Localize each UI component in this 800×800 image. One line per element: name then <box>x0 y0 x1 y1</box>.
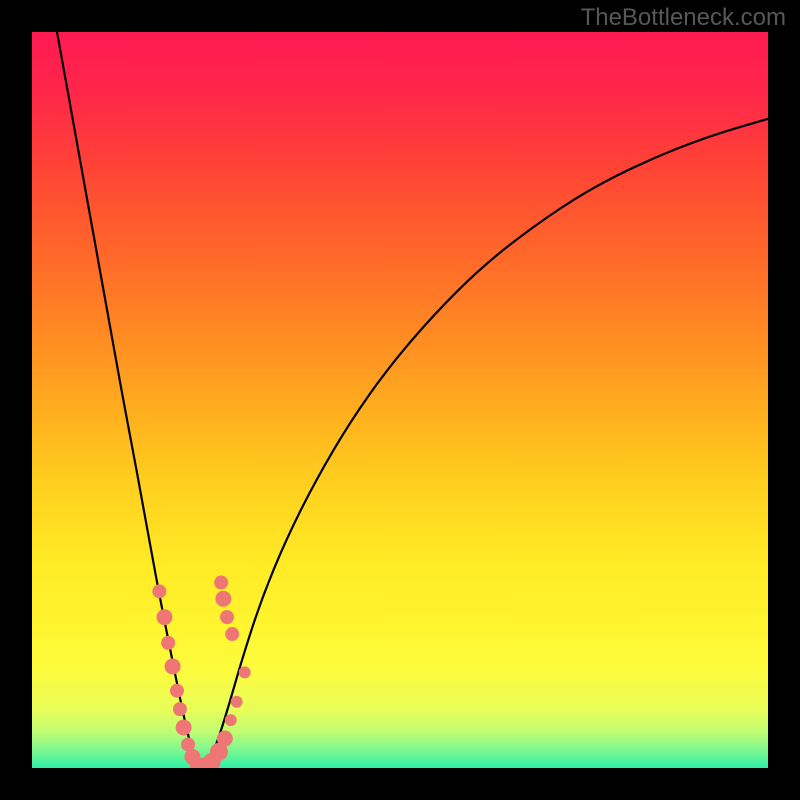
data-marker <box>217 731 233 747</box>
bottleneck-curve <box>57 32 768 767</box>
data-markers <box>152 576 250 768</box>
data-marker <box>214 576 228 590</box>
data-marker <box>231 696 243 708</box>
data-marker <box>152 584 166 598</box>
data-marker <box>225 714 237 726</box>
data-marker <box>176 720 192 736</box>
data-marker <box>165 658 181 674</box>
plot-area <box>32 32 768 768</box>
chart-container: TheBottleneck.com <box>0 0 800 800</box>
data-marker <box>225 627 239 641</box>
data-marker <box>170 684 184 698</box>
data-marker <box>215 591 231 607</box>
data-marker <box>156 609 172 625</box>
watermark-text: TheBottleneck.com <box>581 4 786 32</box>
data-marker <box>161 636 175 650</box>
plot-svg <box>32 32 768 768</box>
data-marker <box>173 702 187 716</box>
data-marker <box>220 610 234 624</box>
data-marker <box>239 666 251 678</box>
